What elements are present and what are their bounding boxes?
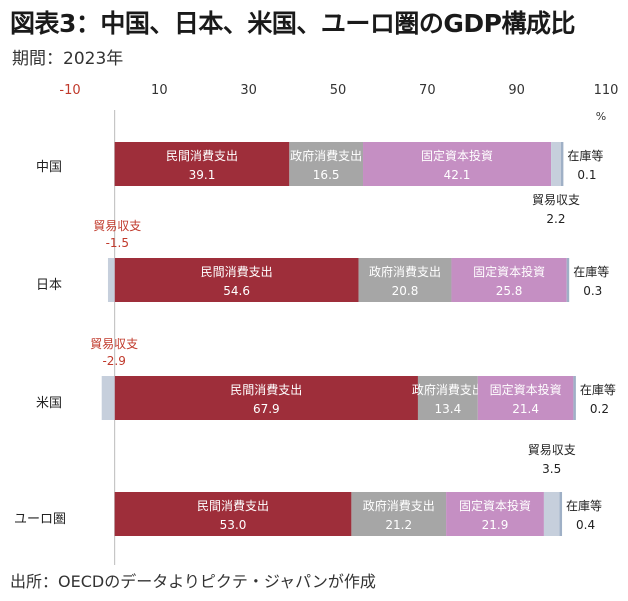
data-label: 0.3	[583, 284, 602, 298]
bar-trade	[101, 376, 115, 420]
segment-name-label: 在庫等	[566, 499, 602, 513]
bar-government	[351, 492, 447, 536]
x-tick-label: 50	[330, 83, 347, 98]
x-tick-label: 30	[240, 83, 257, 98]
data-label: 0.1	[577, 168, 596, 182]
category-label: ユーロ圏	[14, 512, 66, 527]
segment-name-label: 貿易収支	[93, 219, 141, 233]
bar-trade	[107, 258, 115, 302]
bar-inventory	[560, 142, 564, 186]
segment-name-label: 固定資本投資	[490, 382, 562, 397]
data-label: 42.1	[444, 168, 471, 182]
x-unit-label: %	[596, 110, 606, 123]
category-label: 米国	[36, 396, 62, 411]
bar-consumption	[114, 258, 359, 302]
data-label: 20.8	[392, 284, 419, 298]
bar-investment	[477, 376, 574, 420]
bar-government	[417, 376, 478, 420]
data-label: 25.8	[496, 284, 523, 298]
x-tick-label: 10	[151, 83, 168, 98]
segment-name-label: 政府消費支出	[363, 498, 435, 513]
chart-title: 図表3：中国、日本、米国、ユーロ圏のGDP構成比	[10, 9, 576, 38]
segment-name-label: 在庫等	[573, 265, 609, 279]
x-tick-label: 90	[508, 83, 525, 98]
segment-name-label: 民間消費支出	[197, 498, 269, 513]
bar-consumption	[114, 492, 352, 536]
bar-trade	[543, 492, 560, 536]
data-label: 54.6	[223, 284, 250, 298]
bar-government	[358, 258, 452, 302]
bar-investment	[363, 142, 552, 186]
category-label: 日本	[36, 278, 62, 293]
data-label: -2.9	[102, 354, 125, 368]
segment-name-label: 在庫等	[567, 149, 603, 163]
data-label: 39.1	[189, 168, 216, 182]
segment-name-label: 民間消費支出	[230, 382, 302, 397]
data-label: 67.9	[253, 402, 280, 416]
data-label: 3.5	[542, 462, 561, 476]
segment-name-label: 貿易収支	[532, 193, 580, 207]
segment-name-label: 在庫等	[580, 383, 616, 397]
segment-name-label: 貿易収支	[528, 443, 576, 457]
segment-name-label: 貿易収支	[90, 337, 138, 351]
x-tick-label: -10	[59, 83, 80, 98]
segment-name-label: 固定資本投資	[421, 148, 493, 163]
data-label: -1.5	[106, 236, 129, 250]
x-tick-label: 110	[594, 83, 619, 98]
segment-name-label: 固定資本投資	[473, 264, 545, 279]
data-label: 21.4	[512, 402, 539, 416]
data-label: 53.0	[220, 518, 247, 532]
bar-government	[289, 142, 364, 186]
segment-name-label: 固定資本投資	[459, 498, 531, 513]
chart-subtitle: 期間：2023年	[12, 49, 124, 69]
segment-name-label: 政府消費支出	[412, 382, 484, 397]
segment-name-label: 政府消費支出	[290, 148, 362, 163]
bar-inventory	[566, 258, 570, 302]
segment-name-label: 民間消費支出	[166, 148, 238, 163]
data-label: 16.5	[313, 168, 340, 182]
data-label: 21.2	[385, 518, 412, 532]
data-label: 13.4	[435, 402, 462, 416]
category-label: 中国	[36, 160, 62, 175]
data-label: 21.9	[482, 518, 509, 532]
bar-investment	[446, 492, 544, 536]
segment-name-label: 民間消費支出	[201, 264, 273, 279]
data-label: 2.2	[546, 212, 565, 226]
segment-name-label: 政府消費支出	[369, 264, 441, 279]
bar-inventory	[573, 376, 576, 420]
bar-inventory	[559, 492, 563, 536]
bar-consumption	[114, 376, 418, 420]
bar-trade	[551, 142, 561, 186]
bar-investment	[451, 258, 567, 302]
x-tick-label: 70	[419, 83, 436, 98]
data-label: 0.2	[590, 402, 609, 416]
source-note: 出所：OECDのデータよりピクテ・ジャパンが作成	[10, 572, 376, 591]
bar-consumption	[114, 142, 290, 186]
data-label: 0.4	[576, 518, 595, 532]
